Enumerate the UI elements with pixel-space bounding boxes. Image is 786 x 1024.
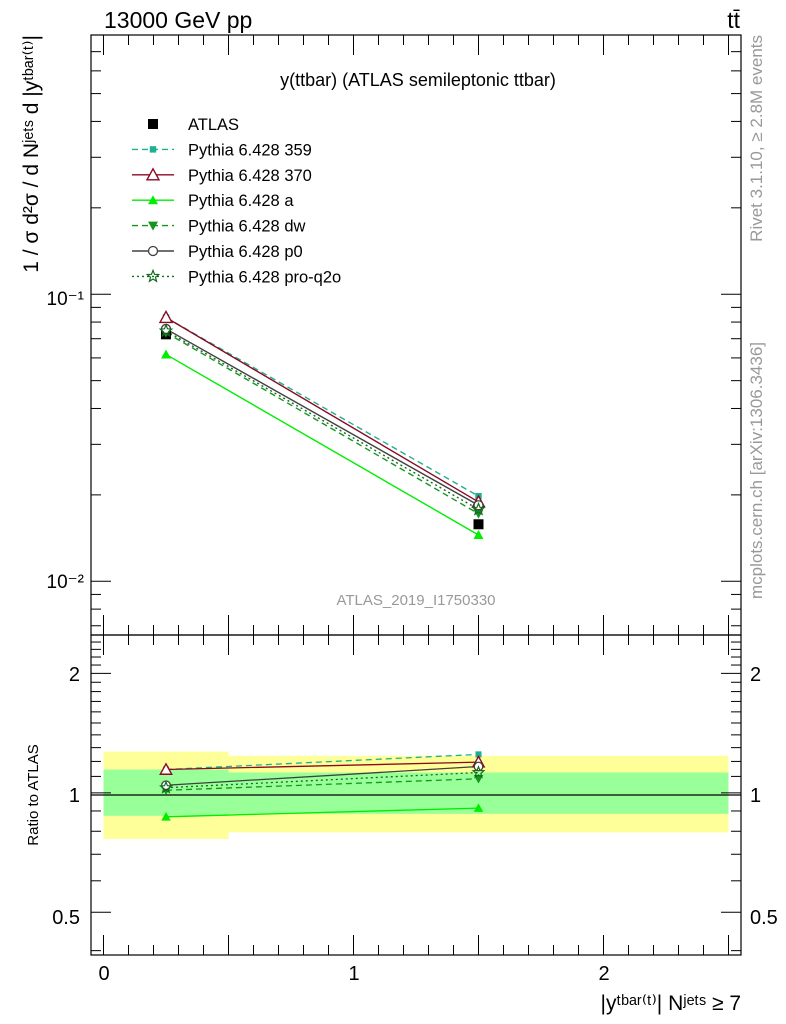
ratio-point-pythia-6-428-a-0 bbox=[161, 812, 171, 821]
data-point-pythia-6-428-pro-q2o-1 bbox=[471, 501, 486, 516]
legend: ATLAS Pythia 6.428 359 Pythia 6.428 370 Pyt… bbox=[132, 116, 341, 286]
mcplots-label: mcplots.cern.ch [arXiv:1306.3436] bbox=[747, 342, 766, 599]
legend-label-pythia-6-428-p0: Pythia 6.428 p0 bbox=[188, 243, 303, 261]
series-line-pythia-6-428-p0 bbox=[165, 328, 479, 506]
ratio-point-pythia-6-428-pro-q2o-1 bbox=[471, 765, 486, 779]
legend-marker-pythia-6-428-359 bbox=[149, 146, 157, 153]
legend-marker-atlas bbox=[148, 119, 158, 129]
ratio-point-pythia-6-428-a-1 bbox=[473, 803, 484, 812]
ratio-y-axis-label: Ratio to ATLAS bbox=[25, 744, 42, 845]
legend-label-pythia-6-428-pro-q2o: Pythia 6.428 pro-q2o bbox=[188, 268, 341, 286]
ytick-label-1e-2: 10⁻² bbox=[47, 572, 85, 593]
ratio-line-pythia-6-428-a bbox=[165, 807, 479, 818]
series-line-pythia-6-428-pro-q2o bbox=[165, 330, 479, 511]
ytick-label-1e-1: 10⁻¹ bbox=[47, 289, 85, 310]
data-point-pythia-6-428-a-0 bbox=[161, 349, 171, 359]
ratio-ytick-2-left: 2 bbox=[69, 664, 80, 686]
legend-marker-pythia-6-428-pro-q2o bbox=[145, 268, 161, 283]
ratio-ytick-0.5-right: 0.5 bbox=[750, 907, 778, 929]
ratio-point-pythia-6-428-pro-q2o-0 bbox=[159, 780, 173, 794]
ratio-line-pythia-6-428-pro-q2o bbox=[165, 771, 479, 789]
ratio-plot-panel: 0.5 1 2 0.5 1 2 Ratio to ATLAS 0 1 2 |yᵗ… bbox=[25, 634, 778, 1015]
main-series-lines bbox=[165, 316, 479, 536]
ratio-ytick-0.5-left: 0.5 bbox=[52, 907, 80, 929]
ratio-point-pythia-6-428-359-1 bbox=[475, 751, 482, 758]
series-line-pythia-6-428-a bbox=[165, 353, 479, 536]
ratio-series-markers bbox=[159, 751, 486, 821]
legend-label-pythia-6-428-dw: Pythia 6.428 dw bbox=[188, 218, 305, 236]
ratio-axis-ticks bbox=[91, 635, 741, 955]
watermark-analysis-id: ATLAS_2019_I1750330 bbox=[336, 592, 495, 609]
legend-marker-pythia-6-428-370 bbox=[145, 167, 161, 181]
ratio-ytick-1-right: 1 bbox=[750, 785, 761, 807]
series-line-pythia-6-428-370 bbox=[165, 316, 479, 503]
xtick-label-1: 1 bbox=[348, 963, 359, 985]
legend-marker-pythia-6-428-a bbox=[148, 195, 158, 205]
energy-label: 13000 GeV pp bbox=[104, 7, 252, 33]
ratio-plot-frame bbox=[90, 634, 742, 956]
xtick-label-2: 2 bbox=[598, 963, 609, 985]
legend-label-atlas: ATLAS bbox=[188, 116, 239, 134]
series-line-pythia-6-428-359 bbox=[165, 316, 479, 497]
ratio-ytick-1-left: 1 bbox=[69, 785, 80, 807]
legend-marker-pythia-6-428-dw bbox=[148, 221, 158, 231]
ratio-series-lines bbox=[165, 753, 479, 818]
legend-label-pythia-6-428-a: Pythia 6.428 a bbox=[188, 192, 294, 210]
ratio-ytick-2-right: 2 bbox=[750, 664, 761, 686]
main-axis-ticks bbox=[91, 34, 741, 635]
main-series-markers bbox=[158, 310, 486, 539]
legend-marker-pythia-6-428-p0 bbox=[147, 245, 159, 257]
ratio-line-pythia-6-428-dw bbox=[165, 778, 479, 791]
data-point-atlas-1 bbox=[473, 519, 484, 530]
main-plot-title: y(ttbar) (ATLAS semileptonic ttbar) bbox=[280, 70, 556, 90]
x-axis-label: |yᵗᵇᵃʳ⁽ᵗ⁾| Nʲᵉᵗˢ ≥ 7 bbox=[601, 992, 742, 1015]
ratio-line-pythia-6-428-p0 bbox=[165, 765, 479, 786]
ratio-line-pythia-6-428-370 bbox=[165, 761, 479, 771]
data-point-pythia-6-428-370-0 bbox=[158, 310, 174, 324]
ratio-point-pythia-6-428-370-0 bbox=[159, 762, 173, 775]
main-y-axis-label: 1 / σ d²σ / d Nʲᵉᵗˢ d |yᵗᵇᵃʳ⁽ᵗ⁾| bbox=[20, 35, 43, 273]
legend-label-pythia-6-428-370: Pythia 6.428 370 bbox=[188, 167, 312, 185]
main-plot-panel: y(ttbar) (ATLAS semileptonic ttbar) ATLA… bbox=[20, 34, 742, 636]
rivet-version-label: Rivet 3.1.10, ≥ 2.8M events bbox=[747, 35, 766, 242]
ratio-line-pythia-6-428-359 bbox=[165, 753, 479, 771]
xtick-label-0: 0 bbox=[98, 963, 109, 985]
legend-label-pythia-6-428-359: Pythia 6.428 359 bbox=[188, 141, 312, 159]
data-point-pythia-6-428-a-1 bbox=[473, 529, 484, 539]
series-line-pythia-6-428-dw bbox=[165, 332, 479, 515]
data-point-pythia-6-428-pro-q2o-0 bbox=[158, 323, 174, 338]
process-label: tt̄ bbox=[727, 7, 740, 33]
